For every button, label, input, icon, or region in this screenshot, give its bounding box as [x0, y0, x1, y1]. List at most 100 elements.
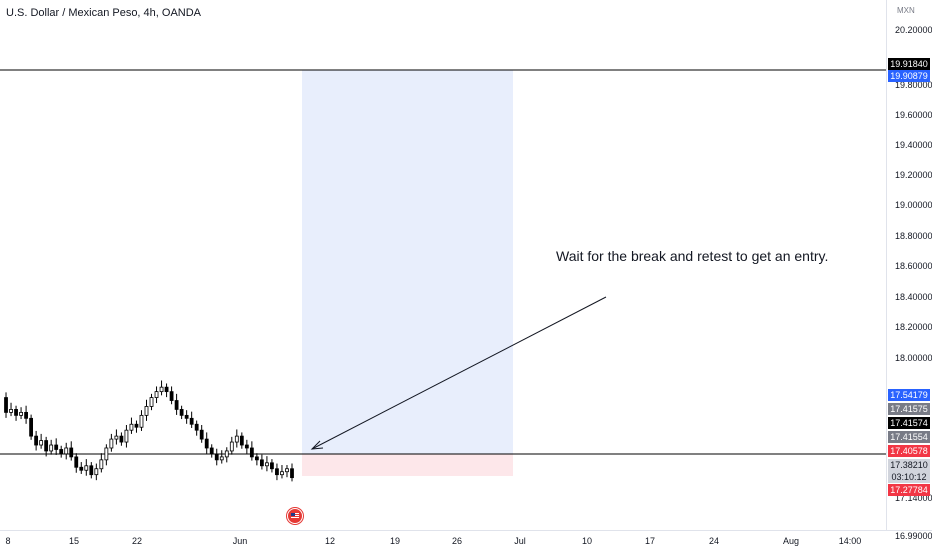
price-axis-label: 18.40000 — [895, 292, 932, 302]
price-axis-label: 18.80000 — [895, 231, 932, 241]
candle-body — [84, 465, 89, 471]
price-tag: 03:10:12 — [888, 471, 930, 483]
target-zone-rect[interactable] — [302, 70, 513, 454]
candle-body — [49, 444, 54, 452]
time-axis-label: 17 — [644, 536, 656, 546]
time-axis-label: 15 — [68, 536, 80, 546]
time-axis-label: 22 — [131, 536, 143, 546]
candle-body — [34, 435, 39, 446]
candle-body — [99, 459, 104, 470]
us-flag-event-icon[interactable] — [287, 508, 303, 524]
candle-body — [24, 411, 28, 419]
candle-body — [254, 456, 259, 461]
candle-body — [229, 441, 234, 452]
candle-body — [104, 447, 109, 461]
price-axis-label: 16.99000 — [895, 531, 932, 541]
candlestick-series — [4, 380, 294, 482]
candle-body — [154, 391, 159, 398]
candle-body — [234, 435, 239, 443]
candle-body — [109, 438, 114, 449]
candle-body — [64, 447, 69, 455]
candle-body — [114, 435, 119, 440]
candle-body — [214, 453, 219, 461]
candle-body — [179, 409, 184, 416]
candle-body — [265, 462, 269, 467]
price-tag: 17.41575 — [888, 403, 930, 415]
price-axis-label: 18.60000 — [895, 261, 932, 271]
time-axis-label: 26 — [451, 536, 463, 546]
price-tag: 19.91840 — [888, 58, 930, 70]
candle-body — [4, 397, 8, 413]
price-axis-label: 19.00000 — [895, 200, 932, 210]
time-axis[interactable]: 8 15 22 Jun 12 19 26 Jul 10 17 24 Aug 14:00 — [0, 530, 932, 551]
price-axis-label: 19.40000 — [895, 140, 932, 150]
symbol-title[interactable]: U.S. Dollar / Mexican Peso, 4h, OANDA — [6, 7, 202, 19]
stop-zone-rect[interactable] — [302, 454, 513, 476]
candle-body — [259, 459, 264, 467]
time-axis-label: 19 — [389, 536, 401, 546]
candle-body — [44, 440, 49, 452]
price-axis-label: 19.60000 — [895, 110, 932, 120]
candle-body — [149, 397, 154, 407]
time-axis-label: 24 — [708, 536, 720, 546]
candle-body — [209, 447, 214, 455]
candle-body — [244, 444, 249, 449]
annotation-arrow-head — [310, 440, 324, 450]
candle-body — [74, 456, 79, 468]
price-axis-label: 18.20000 — [895, 322, 932, 332]
time-axis-label: Jun — [232, 536, 248, 546]
price-tag: 17.41554 — [888, 431, 930, 443]
annotation-arrow-line[interactable] — [311, 296, 607, 450]
candle-body — [129, 423, 134, 431]
time-axis-label: Aug — [782, 536, 800, 546]
candle-body — [29, 417, 34, 437]
annotation-text[interactable]: Wait for the break and retest to get an … — [556, 248, 829, 264]
price-tag: 17.41574 — [888, 417, 930, 429]
price-tag: 19.90879 — [888, 70, 930, 82]
candle-body — [204, 438, 209, 449]
candle-body — [59, 449, 64, 455]
candle-body — [69, 447, 74, 458]
candle-body — [280, 471, 284, 476]
candle-body — [39, 440, 44, 446]
candle-body — [19, 411, 23, 416]
candle-body — [290, 468, 294, 479]
candle-body — [119, 435, 124, 443]
candle-body — [79, 466, 84, 471]
candle-body — [224, 450, 229, 458]
price-axis-label: 17.14000 — [895, 493, 932, 503]
candle-body — [134, 423, 139, 428]
candle-body — [184, 414, 189, 419]
candle-body — [239, 435, 244, 446]
candle-body — [89, 465, 94, 476]
chart-canvas[interactable] — [0, 0, 886, 530]
price-axis[interactable]: MXN 20.20000 19.80000 19.60000 19.40000 19.2… — [886, 0, 932, 541]
time-axis-label: 12 — [324, 536, 336, 546]
candle-body — [199, 429, 204, 440]
price-axis-label: 18.00000 — [895, 353, 932, 363]
candle-body — [275, 468, 279, 476]
time-axis-label: 8 — [5, 536, 11, 546]
price-tag: 17.38210 — [888, 459, 930, 471]
candle-body — [174, 400, 179, 410]
candle-body — [249, 447, 254, 458]
candle-body — [124, 429, 129, 443]
candle-body — [144, 406, 149, 416]
time-axis-label: Jul — [514, 536, 526, 546]
candle-body — [194, 423, 199, 431]
candle-body — [164, 386, 169, 393]
candle-body — [169, 391, 174, 401]
candle-body — [189, 417, 194, 425]
candle-body — [159, 386, 164, 393]
candle-body — [54, 444, 59, 450]
candle-body — [9, 409, 13, 413]
candle-body — [94, 468, 99, 476]
price-axis-label: 19.80000 — [895, 80, 932, 90]
candle-body — [219, 456, 224, 461]
price-tag: 17.40578 — [888, 445, 930, 457]
candle-body — [14, 409, 18, 416]
candle-body — [285, 468, 289, 473]
price-tag: 17.54179 — [888, 389, 930, 401]
currency-unit: MXN — [897, 6, 915, 15]
